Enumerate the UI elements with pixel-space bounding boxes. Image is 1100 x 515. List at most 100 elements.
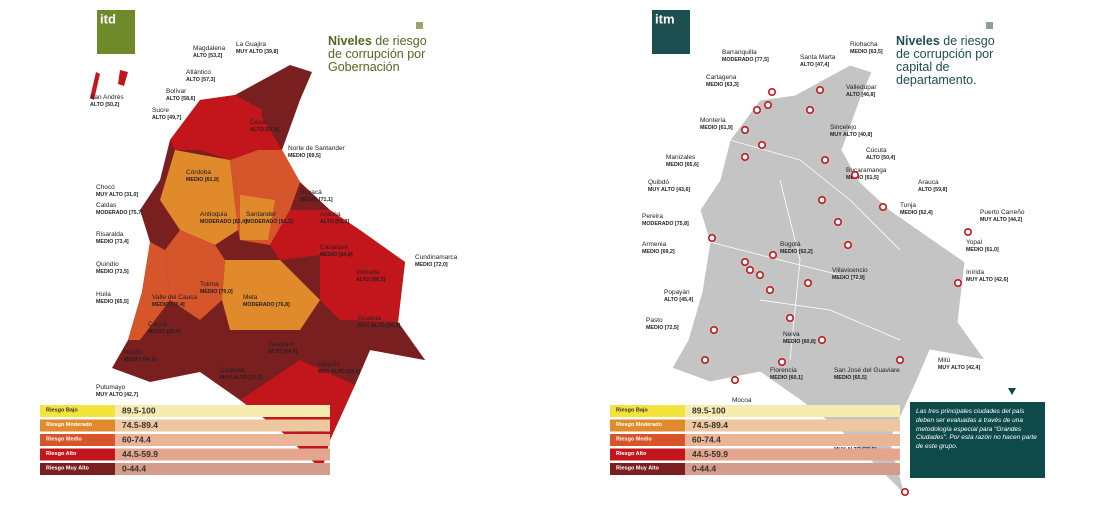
risk-rating: MEDIO [61,5] — [846, 175, 879, 181]
city-dot — [850, 171, 859, 180]
risk-rating: MODERADO [81,2] — [246, 219, 293, 225]
legend-swatch — [610, 448, 685, 461]
legend-range: 44.5-59.9 — [122, 449, 158, 459]
risk-rating: MEDIO [62,4] — [900, 210, 933, 216]
risk-rating: MUY ALTO [42,6] — [966, 277, 1008, 283]
legend-label: Riesgo Bajo — [616, 408, 648, 414]
region-name: Yopal — [966, 239, 983, 246]
city-dot — [900, 487, 909, 496]
city-dot — [815, 86, 824, 95]
risk-rating: MODERADO [77,5] — [722, 57, 769, 63]
region-name: Casanare — [320, 244, 349, 251]
city-dot — [763, 101, 772, 110]
risk-rating: ALTO [59,8] — [918, 187, 947, 193]
region-name: Chocó — [96, 184, 115, 191]
city-dot — [740, 257, 749, 266]
risk-rating: MEDIO [65,6] — [666, 162, 699, 168]
legend-swatch — [610, 463, 685, 475]
city-dot — [817, 335, 826, 344]
logo: itm — [655, 12, 675, 27]
region-name: Risaralda — [96, 231, 124, 238]
legend-range: 0-44.4 — [122, 463, 146, 473]
risk-rating: MUY ALTO [44,2] — [980, 217, 1022, 223]
legend-range: 44.5-59.9 — [692, 449, 728, 459]
risk-rating: MUY ALTO [42,7] — [96, 392, 138, 398]
logo: itd — [100, 12, 116, 27]
city-dot — [755, 270, 764, 279]
region-name: Vichada — [356, 269, 380, 276]
risk-rating: MEDIO [63,3] — [706, 82, 739, 88]
risk-rating: MEDIO [69,5] — [288, 153, 321, 159]
city-dot — [785, 313, 794, 322]
risk-rating: MEDIO [72,9] — [832, 275, 865, 281]
risk-rating: MEDIO [72,0] — [415, 262, 448, 268]
risk-rating: ALTO [50,2] — [90, 102, 119, 108]
region-name: La Guajira — [236, 41, 266, 48]
region-name: Sincelejo — [830, 124, 857, 131]
region-name: Nariño — [124, 349, 144, 356]
city-dot — [878, 203, 887, 212]
legend-swatch — [40, 434, 115, 446]
map-gobernacion — [90, 65, 425, 470]
risk-rating: MODERADO [76,8] — [243, 302, 290, 308]
region-name: Popayán — [664, 289, 690, 296]
region-name: Tolima — [200, 281, 219, 288]
legend-range: 0-44.4 — [692, 463, 716, 473]
risk-rating: MEDIO [61,9] — [186, 177, 219, 183]
risk-rating: MODERADO [82,4] — [200, 219, 247, 225]
legend-swatch — [40, 419, 115, 432]
region-name: Atlántico — [186, 69, 211, 76]
region-name: Putumayo — [96, 384, 126, 391]
legend-label: Riesgo Muy Alto — [46, 466, 90, 472]
city-dot — [730, 375, 739, 384]
title: Niveles de riesgo de corrupción por Gobe… — [328, 35, 427, 75]
region-name: Norte de Santander — [288, 145, 346, 152]
risk-rating: MEDIO [69,2] — [642, 249, 675, 255]
city-dot — [768, 251, 777, 260]
risk-rating: ALTO [57,8] — [250, 127, 279, 133]
risk-rating: ALTO [45,4] — [664, 297, 693, 303]
region-name: Mitú — [938, 357, 951, 364]
region-name: Mocoa — [732, 397, 752, 404]
risk-rating: MUY ALTO [43,6] — [648, 187, 690, 193]
risk-rating: MEDIO [60,8] — [783, 339, 816, 345]
region-name: Córdoba — [186, 169, 211, 176]
region-name: Arauca — [918, 179, 939, 186]
risk-rating: ALTO [57,3] — [186, 77, 215, 83]
risk-rating: MUY ALTO [42,4] — [938, 365, 980, 371]
city-dot — [843, 241, 852, 250]
region-name: Quibdó — [648, 179, 669, 186]
region-name: Sucre — [152, 107, 169, 114]
region-name: Cúcuta — [866, 147, 887, 154]
risk-rating: MEDIO [61,0] — [966, 247, 999, 253]
legend-label: Riesgo Alto — [46, 451, 77, 457]
city-dot — [745, 265, 754, 274]
region-name: San Andrés — [90, 94, 124, 101]
legend-label: Riesgo Muy Alto — [616, 466, 660, 472]
risk-rating: MUY ALTO [32,4] — [318, 369, 360, 375]
city-dot — [752, 106, 761, 115]
city-dot — [953, 278, 962, 287]
region-name: Neiva — [783, 331, 800, 338]
risk-rating: MUY ALTO [40,8] — [830, 132, 872, 138]
region-name: Arauca — [320, 211, 341, 218]
region-name: Bolívar — [166, 88, 187, 95]
city-dot — [709, 325, 718, 334]
region-name: Valle del Cauca — [152, 294, 197, 301]
region-name: Guaviare — [268, 341, 295, 348]
region-name: Pasto — [646, 317, 663, 324]
region-name: Cesar — [250, 119, 268, 126]
legend-swatch — [610, 434, 685, 446]
region-name: Florencia — [770, 367, 797, 374]
risk-rating: MEDIO [64,0] — [124, 357, 157, 363]
region-name: Cauca — [148, 321, 167, 328]
city-dot — [803, 278, 812, 287]
legend-swatch — [40, 405, 115, 417]
risk-rating: MEDIO [70,0] — [200, 289, 233, 295]
legend-range: 89.5-100 — [122, 405, 156, 415]
legend-swatch — [610, 405, 685, 417]
note-box — [910, 402, 1045, 478]
region-name: Riohacha — [850, 41, 878, 48]
risk-rating: MUY ALTO [34,2] — [358, 323, 400, 329]
